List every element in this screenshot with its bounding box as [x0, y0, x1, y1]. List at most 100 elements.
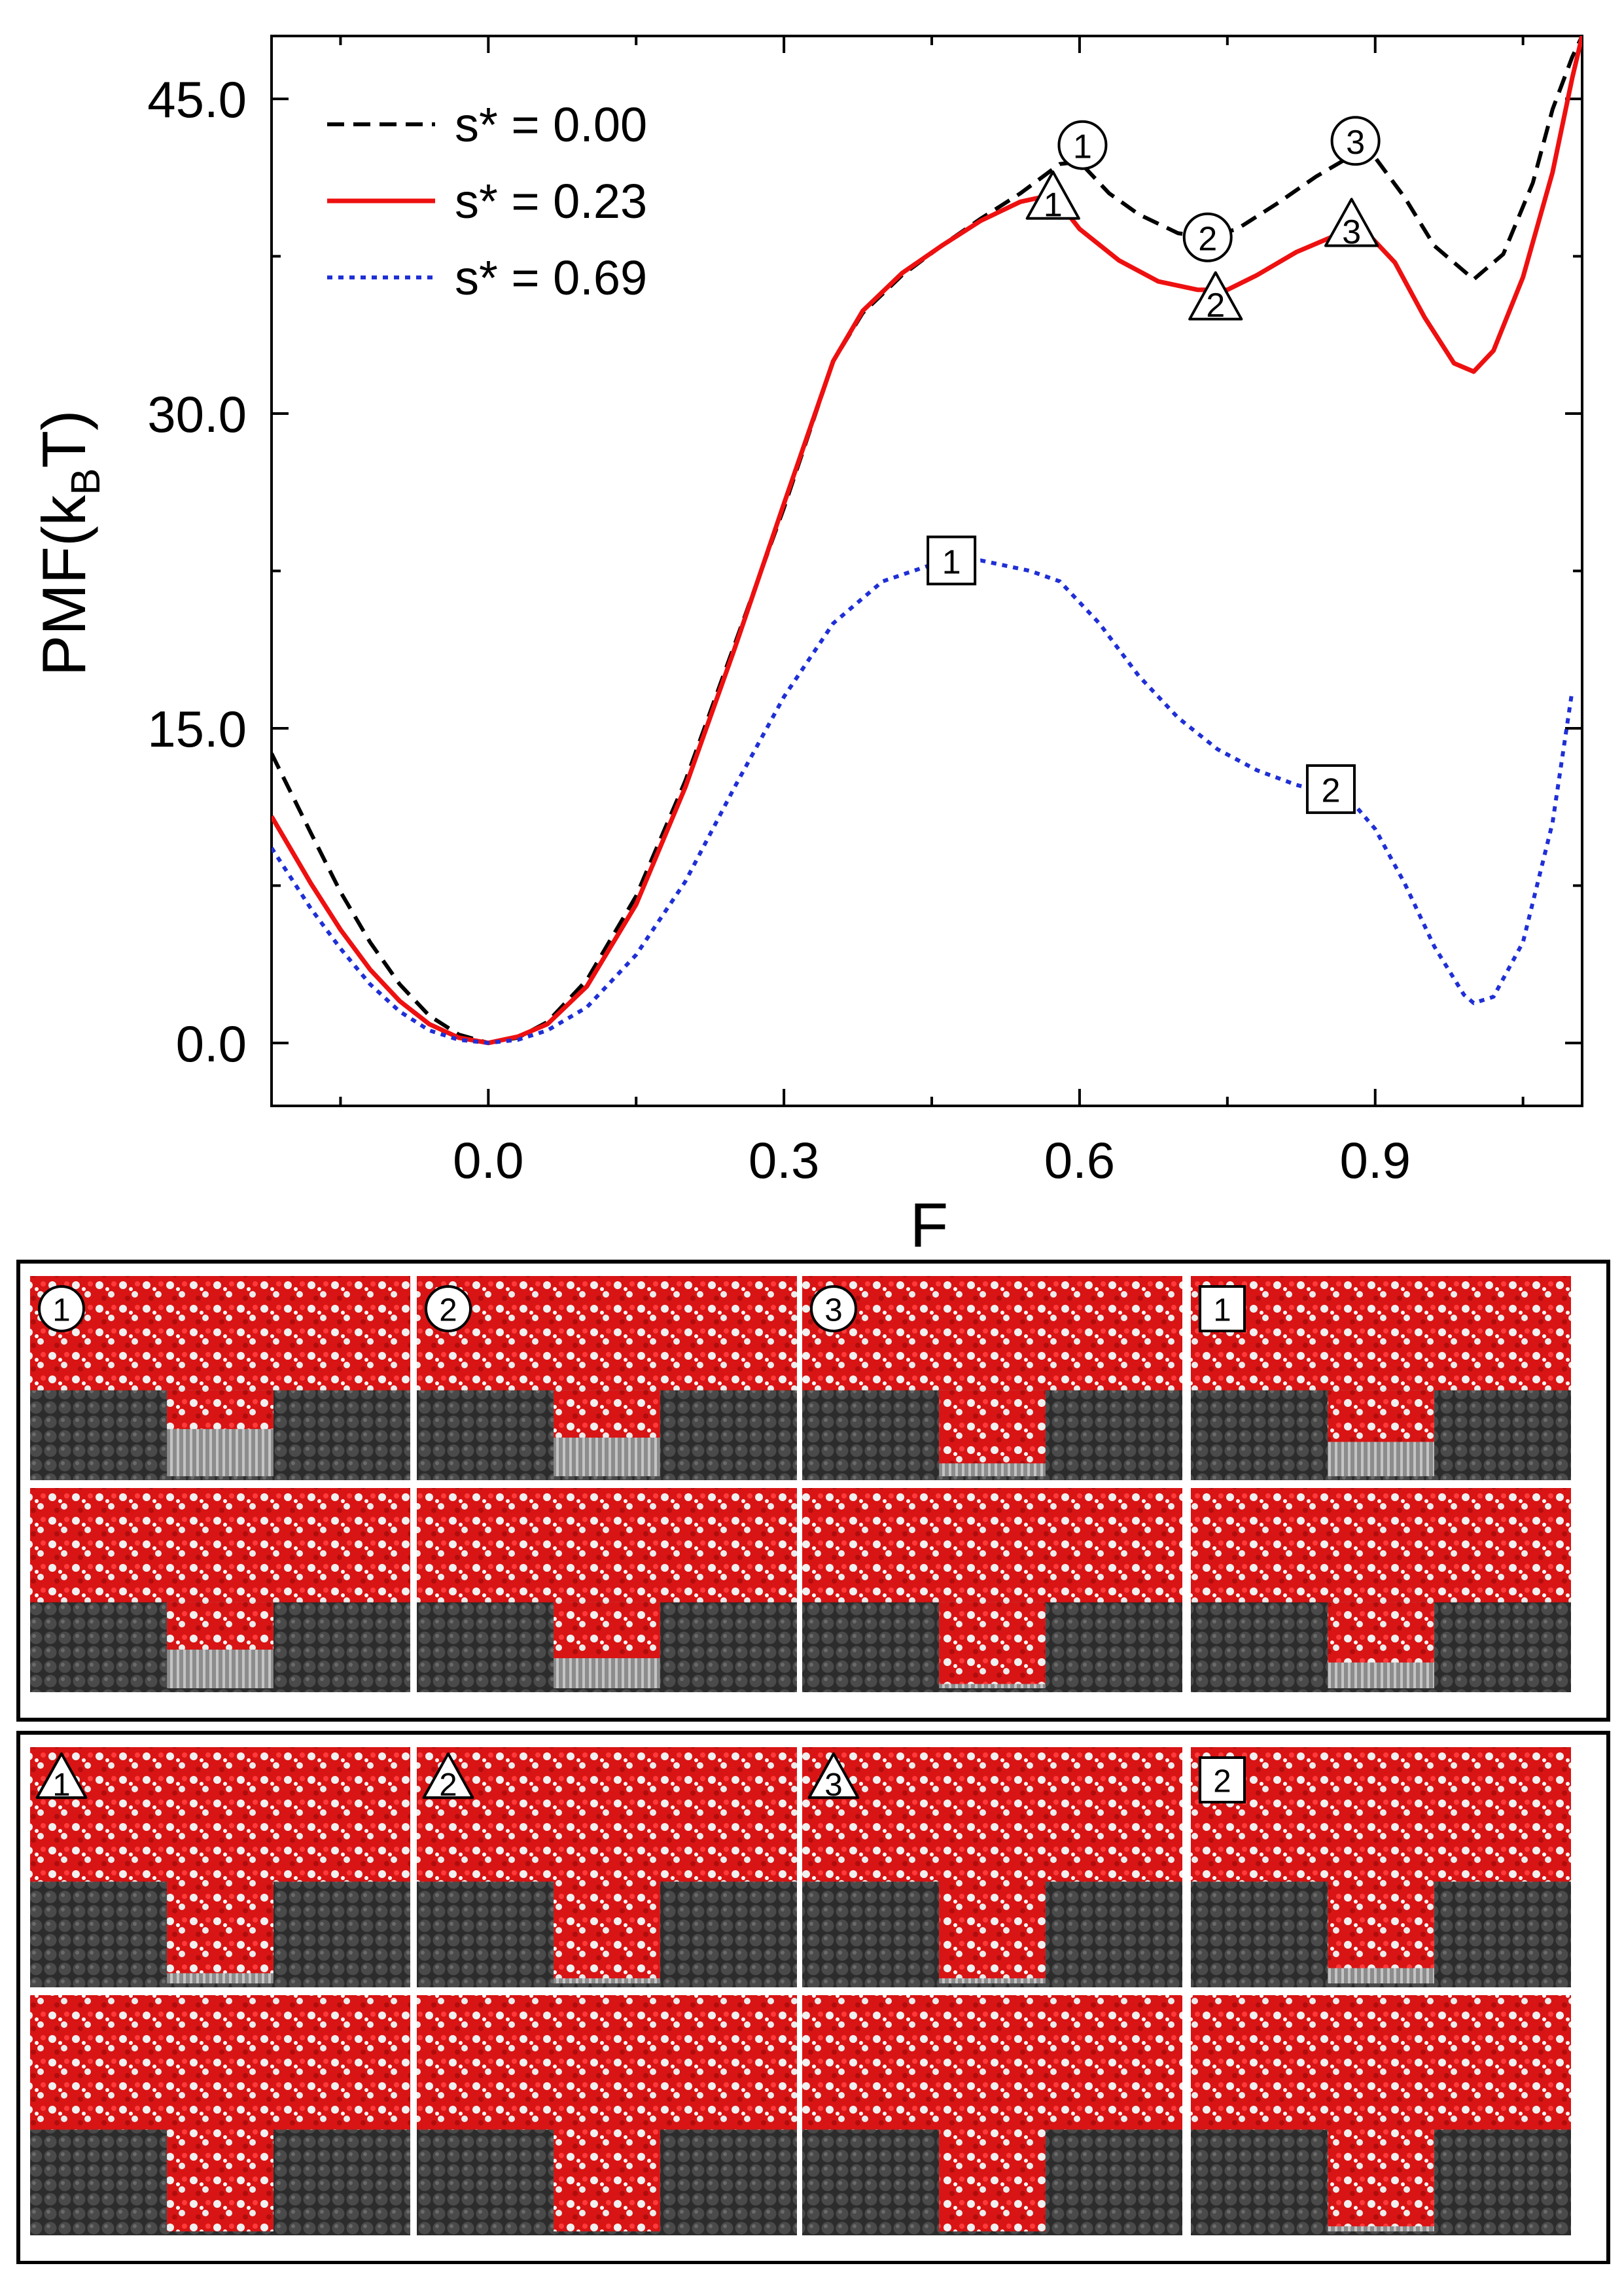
axes: 0.0 0.3 0.6 0.9 0.0 15.0 30.0 45.0: [147, 35, 1583, 1189]
snapshot-panel-bottom-5: [417, 1995, 797, 2235]
y-axis-label: PMF(kBT): [29, 410, 109, 677]
snapshot-panel-bottom-2-pore-water: [939, 1602, 1046, 1684]
snapshot-panel-top-3: [1191, 1276, 1571, 1480]
snapshot-marker-circle-2-shape: [425, 1285, 472, 1332]
marker-triangle-1-shape: [1025, 170, 1080, 220]
series-lines: [272, 36, 1582, 1046]
marker-circle-2-shape: [1182, 212, 1233, 262]
snapshot-panel-top-4-pore-water: [167, 1881, 274, 1974]
snapshot-marker-triangle-2-label: 2: [439, 1767, 457, 1803]
snapshot-panel-bottom-0-pore-water: [167, 1602, 274, 1650]
snapshot-panel-bottom-0: [30, 1488, 410, 1692]
molecular-snapshots-figure: 1 2 3 1 1 2 3 2: [16, 1260, 1610, 2264]
marker-square-1-shape: [927, 535, 977, 586]
marker-circle-3-label: 3: [1346, 124, 1365, 162]
snapshot-marker-square-2-label: 2: [1213, 1764, 1231, 1800]
x-tick-label: 0.3: [749, 1131, 819, 1189]
legend: s* = 0.00 s* = 0.23 s* = 0.69: [327, 98, 647, 305]
snapshot-panel-bottom-1-pore-water: [554, 1602, 660, 1659]
marker-triangle-2-shape: [1188, 271, 1243, 321]
snapshot-panel-bottom-4: [30, 1995, 410, 2235]
state-markers: 1 2 3 1 2 3 1 2: [927, 116, 1381, 814]
marker-square-1-label: 1: [942, 543, 961, 581]
snapshot-marker-triangle-2: 2: [422, 1752, 474, 1803]
snapshot-panel-bottom-5-pore-water: [554, 2129, 660, 2231]
snapshot-panel-bottom-2: [802, 1488, 1182, 1692]
y-tick-label: 15.0: [147, 700, 247, 758]
snapshot-panel-bottom-4-pore-water: [167, 2129, 274, 2231]
marker-triangle-1: 1: [1025, 170, 1080, 224]
snapshot-panel-top-7: [1191, 1747, 1571, 1987]
marker-triangle-3: 3: [1324, 198, 1379, 251]
snapshot-marker-triangle-1: 1: [35, 1752, 88, 1803]
snapshot-marker-circle-3-label: 3: [824, 1292, 842, 1328]
snapshot-marker-triangle-1-shape: [35, 1752, 88, 1800]
snapshot-marker-triangle-2-shape: [422, 1752, 474, 1800]
marker-circle-3: 3: [1330, 116, 1381, 166]
snapshot-panel-top-6: [802, 1747, 1182, 1987]
snapshot-marker-square-1: 1: [1199, 1285, 1246, 1332]
marker-circle-2-label: 2: [1198, 221, 1217, 258]
series-line-0: [272, 36, 1582, 1045]
snapshot-marker-circle-1-shape: [38, 1285, 85, 1332]
x-axis-label: F: [910, 1190, 949, 1253]
snapshot-panel-bottom-6-pore-water: [939, 2129, 1046, 2231]
snapshot-panel-top-0-pore-water: [167, 1390, 274, 1429]
marker-triangle-2: 2: [1188, 271, 1243, 325]
legend-label-0: s* = 0.00: [455, 98, 647, 152]
marker-circle-1: 1: [1057, 120, 1108, 170]
snapshot-marker-circle-3: 3: [810, 1285, 857, 1332]
marker-triangle-3-shape: [1324, 198, 1379, 247]
snapshot-panel-top-1-pore-water: [554, 1390, 660, 1438]
snapshot-marker-circle-1-label: 1: [52, 1292, 70, 1328]
marker-triangle-2-label: 2: [1206, 287, 1225, 325]
x-tick-label: 0.9: [1340, 1131, 1411, 1189]
y-tick-label: 45.0: [147, 71, 247, 128]
marker-square-1: 1: [927, 535, 977, 586]
snapshot-panel-top-5: [417, 1747, 797, 1987]
snapshot-panel-bottom-3: [1191, 1488, 1571, 1692]
marker-triangle-3-label: 3: [1342, 213, 1361, 251]
snapshot-panel-top-1: [417, 1276, 797, 1480]
legend-label-2: s* = 0.69: [455, 251, 647, 305]
marker-square-2-label: 2: [1321, 772, 1340, 810]
marker-square-2-shape: [1305, 764, 1356, 814]
x-tick-label: 0.0: [453, 1131, 523, 1189]
y-tick-label: 0.0: [176, 1015, 247, 1073]
snapshot-marker-triangle-3-shape: [807, 1752, 860, 1800]
marker-circle-3-shape: [1330, 116, 1381, 166]
snapshot-marker-triangle-3-label: 3: [824, 1767, 842, 1803]
snapshot-marker-triangle-1-label: 1: [52, 1767, 70, 1803]
snapshot-panel-top-2-pore-water: [939, 1390, 1046, 1464]
snapshot-panel-bottom-3-pore-water: [1328, 1602, 1434, 1663]
snapshot-panel-top-2: [802, 1276, 1182, 1480]
snapshot-marker-circle-2: 2: [425, 1285, 472, 1332]
y-axis-label-tail: T): [29, 410, 98, 469]
series-line-1: [272, 36, 1582, 1046]
snapshot-marker-square-2: 2: [1199, 1756, 1246, 1803]
marker-triangle-1-label: 1: [1044, 186, 1063, 224]
marker-circle-1-shape: [1057, 120, 1108, 170]
snapshot-marker-circle-1: 1: [38, 1285, 85, 1332]
snapshot-panel-bottom-7: [1191, 1995, 1571, 2235]
y-tick-label: 30.0: [147, 385, 247, 443]
snapshot-marker-triangle-3: 3: [807, 1752, 860, 1803]
snapshot-panel-top-3-pore-water: [1328, 1390, 1434, 1442]
snapshot-panel-bottom-6: [802, 1995, 1182, 2235]
marker-circle-1-label: 1: [1073, 128, 1092, 166]
snapshot-marker-square-1-shape: [1199, 1285, 1246, 1332]
snapshot-panel-top-4: [30, 1747, 410, 1987]
snapshot-marker-square-2-shape: [1199, 1756, 1246, 1803]
y-axis-label-subscript: B: [63, 468, 109, 495]
snapshot-panel-top-5-pore-water: [554, 1881, 660, 1979]
y-axis-label-main: PMF(k: [29, 495, 98, 677]
snapshot-panel-top-7-pore-water: [1328, 1881, 1434, 1968]
snapshot-marker-square-1-label: 1: [1213, 1292, 1231, 1328]
snapshot-panel-bottom-7-pore-water: [1328, 2129, 1434, 2227]
marker-square-2: 2: [1305, 764, 1356, 814]
snapshot-panel-top-0: [30, 1276, 410, 1480]
x-tick-label: 0.6: [1044, 1131, 1115, 1189]
snapshot-marker-circle-2-label: 2: [439, 1292, 457, 1328]
pmf-chart: 0.0 0.3 0.6 0.9 0.0 15.0 30.0 45.0 1 2 3 1 2 3 1 2 s* …: [29, 35, 1583, 1253]
snapshot-marker-circle-3-shape: [810, 1285, 857, 1332]
